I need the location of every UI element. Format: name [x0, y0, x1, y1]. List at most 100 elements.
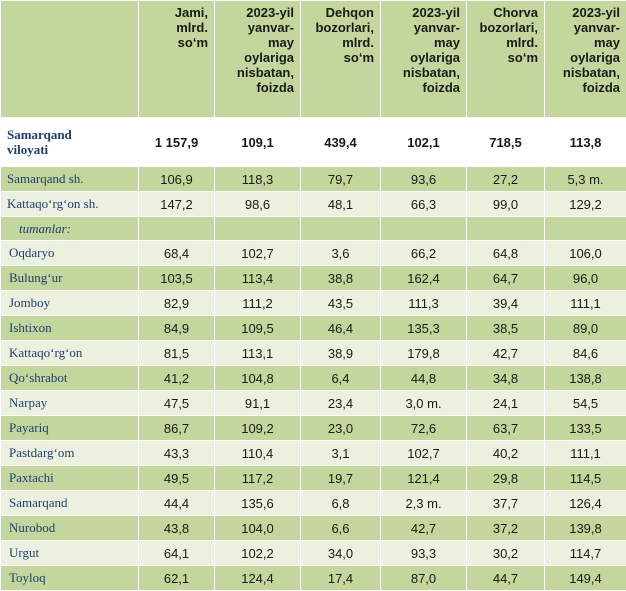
region-row: Samarqand viloyati 1 157,9 109,1 439,4 1… — [1, 118, 626, 167]
cell-value: 6,4 — [301, 366, 381, 391]
cell-value: 62,1 — [139, 566, 215, 591]
cell-value: 104,0 — [215, 516, 301, 541]
cell-value: 111,1 — [545, 291, 626, 316]
row-name: Jomboy — [1, 291, 139, 316]
cell-value: 109,2 — [215, 416, 301, 441]
districts-section-row: tumanlar: — [1, 217, 626, 241]
cell-value: 114,7 — [545, 541, 626, 566]
header-livestock-markets: Chorva bozorlari, mlrd. so‘m — [467, 1, 545, 118]
districts-label: tumanlar: — [1, 217, 139, 241]
row-name: Samarqand — [1, 491, 139, 516]
cell-value: 19,7 — [301, 466, 381, 491]
cell-value: 68,4 — [139, 241, 215, 266]
cell-value: 43,5 — [301, 291, 381, 316]
cell-value: 129,2 — [545, 192, 626, 217]
cell-value: 106,9 — [139, 167, 215, 192]
cell-value: 43,3 — [139, 441, 215, 466]
cell-value: 37,2 — [467, 516, 545, 541]
cell-value: 24,1 — [467, 391, 545, 416]
cell-value: 3,1 — [301, 441, 381, 466]
cell-value: 64,8 — [467, 241, 545, 266]
cell-value: 27,2 — [467, 167, 545, 192]
cell-value: 38,5 — [467, 316, 545, 341]
cell-value: 147,2 — [139, 192, 215, 217]
cell-value: 79,7 — [301, 167, 381, 192]
row-name: Qo‘shrabot — [1, 366, 139, 391]
cell-value: 82,9 — [139, 291, 215, 316]
row-name: Urgut — [1, 541, 139, 566]
cell-value: 98,6 — [215, 192, 301, 217]
row-name: Toyloq — [1, 566, 139, 591]
row-name: Payariq — [1, 416, 139, 441]
row-name: Pastdarg‘om — [1, 441, 139, 466]
header-total-growth: 2023-yil yanvar- may oylariga nisbatan, … — [215, 1, 301, 118]
cell-value: 38,9 — [301, 341, 381, 366]
cell-value: 126,4 — [545, 491, 626, 516]
cell-value: 87,0 — [381, 566, 467, 591]
cell-value: 96,0 — [545, 266, 626, 291]
cell-value: 34,0 — [301, 541, 381, 566]
cell-value: 64,1 — [139, 541, 215, 566]
cell-value: 89,0 — [545, 316, 626, 341]
cell-value: 106,0 — [545, 241, 626, 266]
row-name: Kattaqo‘rg‘on sh. — [1, 192, 139, 217]
cell-value: 135,6 — [215, 491, 301, 516]
cell-value: 30,2 — [467, 541, 545, 566]
cell-value: 44,4 — [139, 491, 215, 516]
cell-value: 47,5 — [139, 391, 215, 416]
cell-value: 37,7 — [467, 491, 545, 516]
cell-value: 111,1 — [545, 441, 626, 466]
cell-value: 3,0 m. — [381, 391, 467, 416]
cell-value: 93,3 — [381, 541, 467, 566]
cell-value: 40,2 — [467, 441, 545, 466]
region-value: 102,1 — [381, 118, 467, 167]
cell-value: 91,1 — [215, 391, 301, 416]
cell-value: 66,2 — [381, 241, 467, 266]
cell-value: 135,3 — [381, 316, 467, 341]
cell-value: 133,5 — [545, 416, 626, 441]
header-dehqon-markets: Dehqon bozorlari, mlrd. so‘m — [301, 1, 381, 118]
header-row: Jami, mlrd. so‘m 2023-yil yanvar- may oy… — [1, 1, 626, 118]
header-blank — [1, 1, 139, 118]
row-name: Samarqand sh. — [1, 167, 139, 192]
cell-value: 66,3 — [381, 192, 467, 217]
cell-value: 41,2 — [139, 366, 215, 391]
cell-value: 118,3 — [215, 167, 301, 192]
cell-value: 111,2 — [215, 291, 301, 316]
region-value: 1 157,9 — [139, 118, 215, 167]
row-name: Narpay — [1, 391, 139, 416]
header-dehqon-growth: 2023-yil yanvar- may oylariga nisbatan, … — [381, 1, 467, 118]
region-value: 718,5 — [467, 118, 545, 167]
cell-value: 139,8 — [545, 516, 626, 541]
header-livestock-growth: 2023-yil yanvar- may oylariga nisbatan, … — [545, 1, 626, 118]
row-name: Oqdaryo — [1, 241, 139, 266]
cell-value: 44,8 — [381, 366, 467, 391]
region-value: 113,8 — [545, 118, 626, 167]
cell-value: 114,5 — [545, 466, 626, 491]
cell-value: 46,4 — [301, 316, 381, 341]
cell-value: 63,7 — [467, 416, 545, 441]
cell-value: 49,5 — [139, 466, 215, 491]
cell-value: 113,4 — [215, 266, 301, 291]
row-name: Kattaqo‘rg‘on — [1, 341, 139, 366]
cell-value: 84,6 — [545, 341, 626, 366]
region-name: Samarqand viloyati — [1, 118, 139, 167]
cell-value: 38,8 — [301, 266, 381, 291]
cell-value: 54,5 — [545, 391, 626, 416]
cell-value: 64,7 — [467, 266, 545, 291]
cell-value: 2,3 m. — [381, 491, 467, 516]
table-row: Kattaqo‘rg‘on sh. 147,2 98,6 48,1 66,3 9… — [1, 192, 626, 217]
cell-value: 110,4 — [215, 441, 301, 466]
cell-value: 34,8 — [467, 366, 545, 391]
cell-value: 109,5 — [215, 316, 301, 341]
